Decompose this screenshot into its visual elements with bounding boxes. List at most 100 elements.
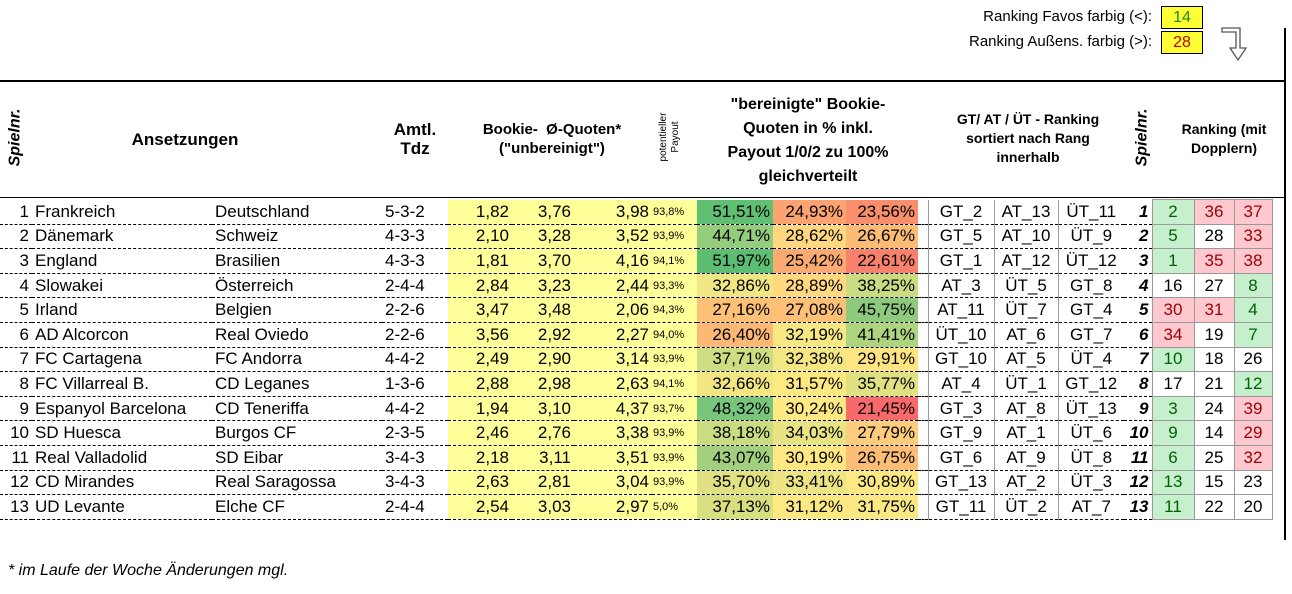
spacer-cell[interactable] [918,396,928,421]
row-number-cell[interactable]: 2 [19,226,29,246]
tdz-cell[interactable]: 4-4-2 [385,349,425,369]
away-team-cell[interactable]: Belgien [215,300,272,320]
away-team-cell[interactable]: CD Leganes [215,373,310,393]
rank-1-cell[interactable]: 3 [1151,395,1195,422]
row-number-cell[interactable]: 7 [19,349,29,369]
rank-gt-1-cell[interactable]: GT_13 [927,470,994,495]
pct-1-cell[interactable]: 44,71% [697,224,773,249]
pct-0-cell[interactable]: 34,03% [773,420,846,446]
row-number-cell[interactable]: 3 [19,250,29,270]
row-number-cell[interactable]: 4 [19,275,29,295]
pct-0-cell[interactable]: 28,62% [773,224,846,249]
pct-1-cell[interactable]: 32,66% [697,371,773,397]
spacer-cell[interactable] [918,347,928,372]
pct-0-cell[interactable]: 33,41% [773,470,846,495]
pct-0-cell[interactable]: 32,19% [773,322,846,348]
spacer-cell[interactable] [918,273,928,298]
quote-0-cell[interactable]: 3,03 [512,494,574,520]
away-team-cell[interactable]: Österreich [215,275,294,295]
away-team-cell[interactable]: Elche CF [215,496,285,516]
payout-cell[interactable]: 93,9% [652,347,697,372]
rank-3-cell[interactable]: 37 [1233,199,1273,225]
quote-2-cell[interactable]: 2,06 [574,297,652,323]
payout-cell[interactable]: 5,0% [652,494,697,520]
spacer-cell[interactable] [918,200,928,225]
rank-gt-3-cell[interactable]: ÜT_6 [1057,420,1124,446]
rank-gt-3-cell[interactable]: ÜT_9 [1057,224,1124,249]
quote-1-cell[interactable]: 2,63 [448,470,512,495]
quote-1-cell[interactable]: 2,88 [448,371,512,397]
quote-2-cell[interactable]: 3,04 [574,470,652,495]
payout-cell[interactable]: 93,7% [652,396,697,421]
rank-3-cell[interactable]: 12 [1233,371,1273,397]
quote-0-cell[interactable]: 2,90 [512,347,574,372]
pct-2-cell[interactable]: 35,77% [846,371,918,397]
pct-2-cell[interactable]: 30,89% [846,470,918,495]
rank-2-cell[interactable]: 24 [1193,395,1235,422]
spielnr-cell[interactable]: 5 [1139,300,1149,320]
home-team-cell[interactable]: AD Alcorcon [35,324,129,344]
pct-1-cell[interactable]: 37,71% [697,347,773,372]
spacer-cell[interactable] [918,224,928,249]
rank-1-cell[interactable]: 2 [1151,199,1195,225]
spielnr-cell[interactable]: 13 [1129,496,1149,516]
spielnr-cell[interactable]: 6 [1139,324,1149,344]
rank-1-cell[interactable]: 13 [1151,469,1195,496]
payout-cell[interactable]: 94,1% [652,248,697,274]
away-team-cell[interactable]: Real Oviedo [215,324,309,344]
home-team-cell[interactable]: Slowakei [35,275,104,295]
home-team-cell[interactable]: Dänemark [35,226,114,246]
rank-gt-2-cell[interactable]: AT_6 [993,322,1058,348]
quote-0-cell[interactable]: 2,76 [512,420,574,446]
row-number-cell[interactable]: 5 [19,300,29,320]
payout-cell[interactable]: 93,9% [652,224,697,249]
rank-gt-1-cell[interactable]: GT_6 [927,445,994,471]
table-row[interactable]: 8 FC Villarreal B. CD Leganes 1-3-6 2,88 2,98… [0,371,1273,397]
quote-1-cell[interactable]: 1,82 [448,199,512,225]
spacer-cell[interactable] [918,421,928,446]
table-row[interactable]: 12 CD Mirandes Real Saragossa 3-4-3 2,63 2,81… [0,469,1273,496]
quote-0-cell[interactable]: 3,28 [512,224,574,249]
rank-gt-1-cell[interactable]: GT_5 [927,224,994,249]
row-number-cell[interactable]: 6 [19,324,29,344]
quote-2-cell[interactable]: 4,16 [574,248,652,274]
tdz-cell[interactable]: 2-4-4 [385,496,425,516]
rank-2-cell[interactable]: 36 [1193,199,1235,225]
rank-3-cell[interactable]: 23 [1233,469,1273,496]
tdz-cell[interactable]: 2-4-4 [385,275,425,295]
home-team-cell[interactable]: Real Valladolid [35,447,148,467]
quote-0-cell[interactable]: 3,70 [512,248,574,274]
table-row[interactable]: 9 Espanyol Barcelona CD Teneriffa 4-4-2 1,94… [0,395,1273,422]
pct-0-cell[interactable]: 27,08% [773,297,846,323]
quote-0-cell[interactable]: 2,98 [512,371,574,397]
rank-2-cell[interactable]: 21 [1193,371,1235,397]
spacer-cell[interactable] [918,495,928,520]
quote-2-cell[interactable]: 3,51 [574,445,652,471]
pct-2-cell[interactable]: 29,91% [846,347,918,372]
quote-0-cell[interactable]: 3,76 [512,199,574,225]
rank-1-cell[interactable]: 11 [1151,494,1195,520]
rank-gt-2-cell[interactable]: AT_12 [993,248,1058,274]
spacer-cell[interactable] [918,445,928,470]
pct-0-cell[interactable]: 28,89% [773,273,846,298]
tdz-cell[interactable]: 1-3-6 [385,373,425,393]
rank-3-cell[interactable]: 33 [1233,223,1273,250]
away-team-cell[interactable]: Real Saragossa [215,472,336,492]
rank-2-cell[interactable]: 35 [1193,248,1235,274]
home-team-cell[interactable]: SD Huesca [35,423,121,443]
pct-2-cell[interactable]: 23,56% [846,199,918,225]
rank-gt-3-cell[interactable]: ÜT_3 [1057,470,1124,495]
table-row[interactable]: 1 Frankreich Deutschland 5-3-2 1,82 3,76 3,98 9… [0,199,1273,225]
pct-0-cell[interactable]: 32,38% [773,347,846,372]
rank-gt-2-cell[interactable]: AT_13 [993,199,1058,225]
pct-1-cell[interactable]: 26,40% [697,322,773,348]
rank-gt-1-cell[interactable]: GT_2 [927,199,994,225]
tdz-cell[interactable]: 2-2-6 [385,300,425,320]
rank-1-cell[interactable]: 10 [1151,346,1195,373]
quote-2-cell[interactable]: 3,98 [574,199,652,225]
rank-2-cell[interactable]: 25 [1193,444,1235,471]
pct-1-cell[interactable]: 35,70% [697,470,773,495]
row-number-cell[interactable]: 1 [19,201,29,221]
quote-1-cell[interactable]: 2,54 [448,494,512,520]
rank-gt-3-cell[interactable]: GT_4 [1057,297,1124,323]
